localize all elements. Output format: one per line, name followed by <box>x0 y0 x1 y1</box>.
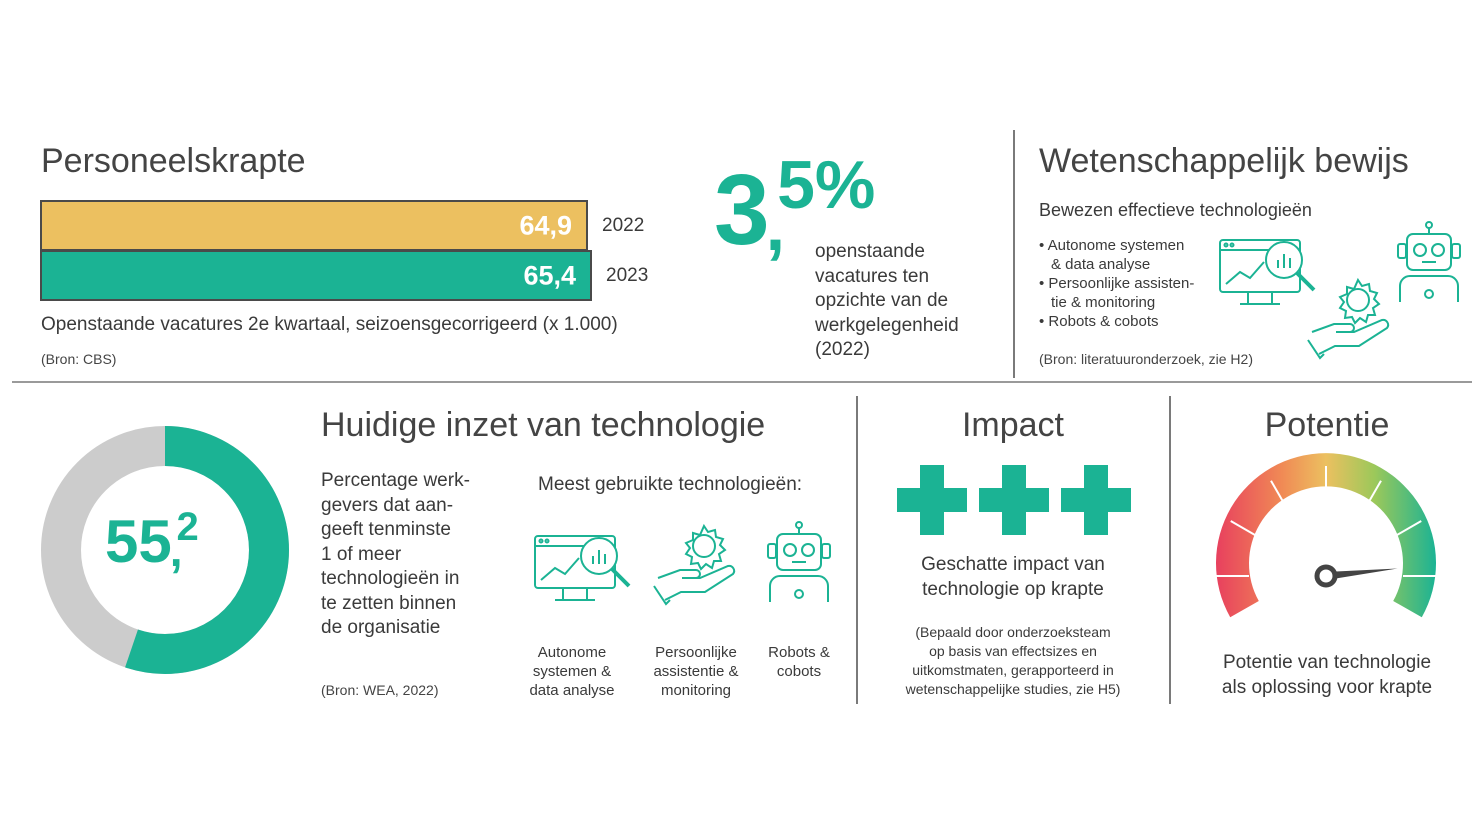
plus-icon <box>979 465 1049 535</box>
tech-label-autonome: Autonome systemen & data analyse <box>529 644 615 699</box>
personeelskrapte-caption: Openstaande vacatures 2e kwartaal, seizo… <box>41 314 618 335</box>
vacatures-big-dec: 5% <box>777 147 876 223</box>
vacatures-big-int: 3 <box>714 154 770 266</box>
wetenschappelijk-bullets: • Autonome systemen & data analyse • Per… <box>1039 236 1194 331</box>
vacatures-text: openstaande vacatures ten opzichte van d… <box>815 240 959 363</box>
huidige-inzet-title: Huidige inzet van technologie <box>321 406 766 444</box>
vacatures-big-number: 3,5% <box>714 151 887 261</box>
description-line: geeft tenminste <box>321 519 451 540</box>
impact-title: Impact <box>961 406 1065 444</box>
vacatures-text-line: vacatures ten <box>815 265 930 287</box>
description-line: te zetten binnen <box>321 592 457 614</box>
bar-2023-value: 65,4 <box>523 260 576 290</box>
bar-2023-year: 2023 <box>606 265 649 286</box>
gear-hand-icon <box>653 523 736 606</box>
impact-label: Geschatte impact van technologie op krap… <box>921 554 1105 600</box>
description-line: de organisatie <box>321 617 441 638</box>
bullet-item-cont: tie & monitoring <box>1051 294 1156 311</box>
donut-arc <box>41 426 289 674</box>
gear-hand-icon <box>1307 277 1390 360</box>
donut-value: 55,2 <box>105 507 207 573</box>
vacatures-text-line: werkgelegenheid <box>815 314 959 336</box>
divider-bottom-2 <box>1169 396 1171 704</box>
description-line: gevers dat aan- <box>321 494 454 516</box>
gauge-needle-arm <box>1325 568 1398 580</box>
potentie-title: Potentie <box>1264 406 1390 444</box>
donut-chart <box>41 426 289 674</box>
vacatures-text-line: openstaande <box>815 241 925 262</box>
tech-label-robots: Robots & cobots <box>768 644 830 680</box>
bar-2023: 65,4 <box>40 250 592 301</box>
plus-icon <box>1061 465 1131 535</box>
tech-label-persoonlijke: Persoonlijke assistentie & monitoring <box>653 644 739 699</box>
gauge-needle <box>1314 564 1398 588</box>
robot-icon <box>1397 221 1461 302</box>
gauge-tick <box>1363 480 1382 510</box>
description-line: 1 of meer <box>321 543 402 565</box>
wetenschappelijk-source: (Bron: literatuuronderzoek, zie H2) <box>1039 351 1253 367</box>
potentie-gauge <box>1216 453 1436 618</box>
monitor-analytics-icon <box>1219 239 1316 305</box>
bar-2022-value: 64,9 <box>519 210 572 240</box>
huidige-inzet-description: Percentage werk- gevers dat aan- geeft t… <box>321 469 470 641</box>
donut-value-comma: , <box>169 524 183 576</box>
gauge-arc <box>1216 453 1436 618</box>
donut-value-int: 55 <box>105 508 172 575</box>
gauge-tick <box>1230 520 1260 539</box>
vacatures-text-line: (2022) <box>815 339 870 360</box>
potentie-label: Potentie van technologie als oplossing v… <box>1221 652 1433 698</box>
impact-plus-icons <box>897 465 1131 535</box>
bullet-item: • Robots & cobots <box>1039 313 1159 330</box>
personeelskrapte-source: (Bron: CBS) <box>41 351 117 367</box>
bar-2022-year: 2022 <box>602 215 645 236</box>
description-line: Percentage werk- <box>321 470 470 491</box>
gauge-tick <box>1270 480 1289 510</box>
personeelskrapte-title: Personeelskrapte <box>41 142 306 180</box>
donut-value-dec: 2 <box>176 505 199 549</box>
most-used-title: Meest gebruikte technologieën: <box>538 474 803 495</box>
gauge-hub <box>1314 564 1338 588</box>
bullet-item: • Autonome systemen <box>1039 237 1185 254</box>
divider-top-vertical <box>1013 130 1015 378</box>
description-line: technologieën in <box>321 568 460 589</box>
wetenschappelijk-title: Wetenschappelijk bewijs <box>1039 142 1409 180</box>
vacatures-big-comma: , <box>765 187 786 265</box>
vacatures-text-line: opzichte van de <box>815 290 949 311</box>
plus-icon <box>897 465 967 535</box>
wetenschappelijk-subtitle: Bewezen effectieve technologieën <box>1039 200 1312 220</box>
huidige-inzet-source: (Bron: WEA, 2022) <box>321 682 439 698</box>
monitor-analytics-icon <box>534 535 631 601</box>
divider-horizontal <box>12 381 1472 383</box>
divider-bottom-1 <box>856 396 858 704</box>
bullet-item: • Persoonlijke assisten- <box>1039 275 1195 292</box>
gauge-tick <box>1392 520 1422 539</box>
robot-icon <box>767 521 831 602</box>
impact-note: (Bepaald door onderzoeksteam op basis va… <box>905 624 1121 697</box>
bullet-item-cont: & data analyse <box>1051 256 1151 273</box>
bar-2022: 64,9 <box>40 200 588 251</box>
